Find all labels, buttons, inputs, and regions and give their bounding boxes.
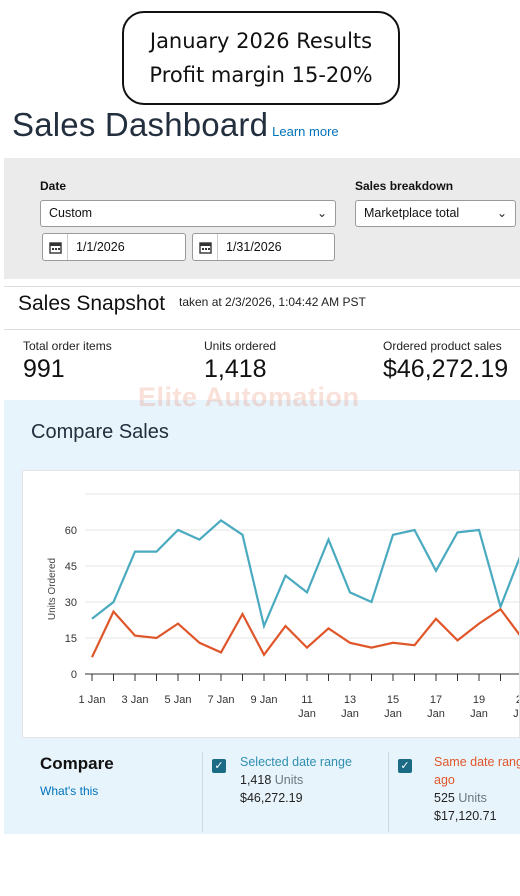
same-range-units-value: 525 bbox=[434, 791, 455, 805]
chevron-down-icon: ⌄ bbox=[496, 206, 507, 220]
metric-value-total-order-items: 991 bbox=[23, 355, 65, 383]
chevron-down-icon: ⌄ bbox=[316, 206, 327, 220]
x-tick-label: 1 Jan bbox=[79, 694, 106, 706]
same-range-sales: $17,120.71 bbox=[434, 809, 497, 823]
divider bbox=[4, 286, 520, 287]
divider bbox=[202, 752, 203, 832]
selected-range-label: Selected date range bbox=[240, 755, 352, 769]
line-chart-svg: 0 15 30 45 60 Units Ordered 1 Jan 3 Jan 5 Jan 7 J… bbox=[47, 493, 520, 720]
sales-breakdown-select[interactable]: Marketplace total ⌄ bbox=[355, 200, 516, 227]
start-date-value: 1/1/2026 bbox=[76, 240, 125, 254]
start-date-input[interactable]: 1/1/2026 bbox=[42, 233, 186, 261]
page-header: Sales Dashboard Learn more bbox=[12, 106, 339, 144]
same-range-units: 525 Units bbox=[434, 791, 487, 805]
selected-range-units: 1,418 Units bbox=[240, 773, 303, 787]
page-title: Sales Dashboard bbox=[12, 106, 269, 143]
calendar-icon[interactable] bbox=[43, 234, 68, 260]
sales-breakdown-label: Sales breakdown bbox=[355, 179, 454, 193]
end-date-value: 1/31/2026 bbox=[226, 240, 282, 254]
units-ordered-chart: 0 15 30 45 60 Units Ordered 1 Jan 3 Jan 5 Jan 7 J… bbox=[22, 470, 520, 738]
x-tick-label: Jan bbox=[384, 708, 402, 720]
x-tick-label: 17 bbox=[430, 694, 442, 706]
y-axis-label: Units Ordered bbox=[47, 558, 58, 620]
selected-range-units-suffix: Units bbox=[274, 773, 304, 787]
selected-range-sales: $46,272.19 bbox=[240, 791, 303, 805]
divider bbox=[4, 329, 520, 330]
series-line-selected-range bbox=[91, 519, 519, 630]
y-tick-label: 15 bbox=[65, 633, 77, 645]
selected-range-units-value: 1,418 bbox=[240, 773, 272, 787]
selected-range-checkbox[interactable]: ✓ bbox=[212, 759, 226, 773]
date-range-select[interactable]: Custom ⌄ bbox=[40, 200, 336, 227]
sales-breakdown-value: Marketplace total bbox=[364, 206, 460, 220]
x-tick-label: Jan bbox=[341, 708, 359, 720]
series-line-same-range bbox=[91, 607, 519, 658]
callout-box: January 2026 Results Profit margin 15-20… bbox=[122, 11, 400, 105]
metric-value-units-ordered: 1,418 bbox=[204, 355, 267, 383]
compare-sales-title: Compare Sales bbox=[31, 421, 169, 443]
y-tick-label: 30 bbox=[65, 597, 77, 609]
same-range-units-suffix: Units bbox=[458, 791, 487, 805]
x-tick-label: 21 bbox=[516, 694, 520, 706]
x-tick-label: Jan bbox=[470, 708, 488, 720]
metric-label-total-order-items: Total order items bbox=[23, 339, 112, 353]
snapshot-timestamp: taken at 2/3/2026, 1:04:42 AM PST bbox=[179, 295, 366, 309]
x-tick-label: Jan bbox=[298, 708, 316, 720]
y-tick-label: 60 bbox=[65, 525, 77, 537]
whats-this-link[interactable]: What's this bbox=[40, 784, 99, 798]
same-range-label-line2: ago bbox=[434, 773, 455, 787]
same-range-label-line1: Same date range bbox=[434, 755, 520, 769]
x-tick-label: 19 bbox=[473, 694, 485, 706]
metric-label-units-ordered: Units ordered bbox=[204, 339, 277, 353]
watermark-logo: Elite Automation bbox=[138, 382, 360, 412]
x-tick-label: 3 Jan bbox=[122, 694, 149, 706]
x-tick-label: 15 bbox=[387, 694, 399, 706]
snapshot-title: Sales Snapshot bbox=[18, 292, 166, 315]
calendar-icon[interactable] bbox=[193, 234, 218, 260]
callout-line-1: January 2026 Results bbox=[149, 29, 373, 53]
metric-value-ordered-product-sales: $46,272.19 bbox=[383, 355, 509, 383]
x-tick-label: 5 Jan bbox=[165, 694, 192, 706]
same-range-checkbox[interactable]: ✓ bbox=[398, 759, 412, 773]
date-range-value: Custom bbox=[49, 206, 93, 220]
learn-more-link[interactable]: Learn more bbox=[272, 124, 339, 139]
metric-label-ordered-product-sales: Ordered product sales bbox=[383, 339, 502, 353]
y-tick-label: 45 bbox=[65, 561, 77, 573]
compare-title: Compare bbox=[40, 754, 114, 773]
callout-line-2: Profit margin 15-20% bbox=[149, 63, 373, 87]
x-tick-label: Jan bbox=[513, 708, 520, 720]
x-tick-label: Jan bbox=[427, 708, 445, 720]
end-date-input[interactable]: 1/31/2026 bbox=[192, 233, 335, 261]
date-label: Date bbox=[40, 179, 67, 193]
divider bbox=[388, 752, 389, 832]
x-tick-label: 7 Jan bbox=[208, 694, 235, 706]
x-tick-label: 9 Jan bbox=[251, 694, 278, 706]
x-tick-label: 11 bbox=[301, 694, 312, 706]
x-tick-label: 13 bbox=[344, 694, 356, 706]
y-tick-label: 0 bbox=[71, 669, 77, 681]
